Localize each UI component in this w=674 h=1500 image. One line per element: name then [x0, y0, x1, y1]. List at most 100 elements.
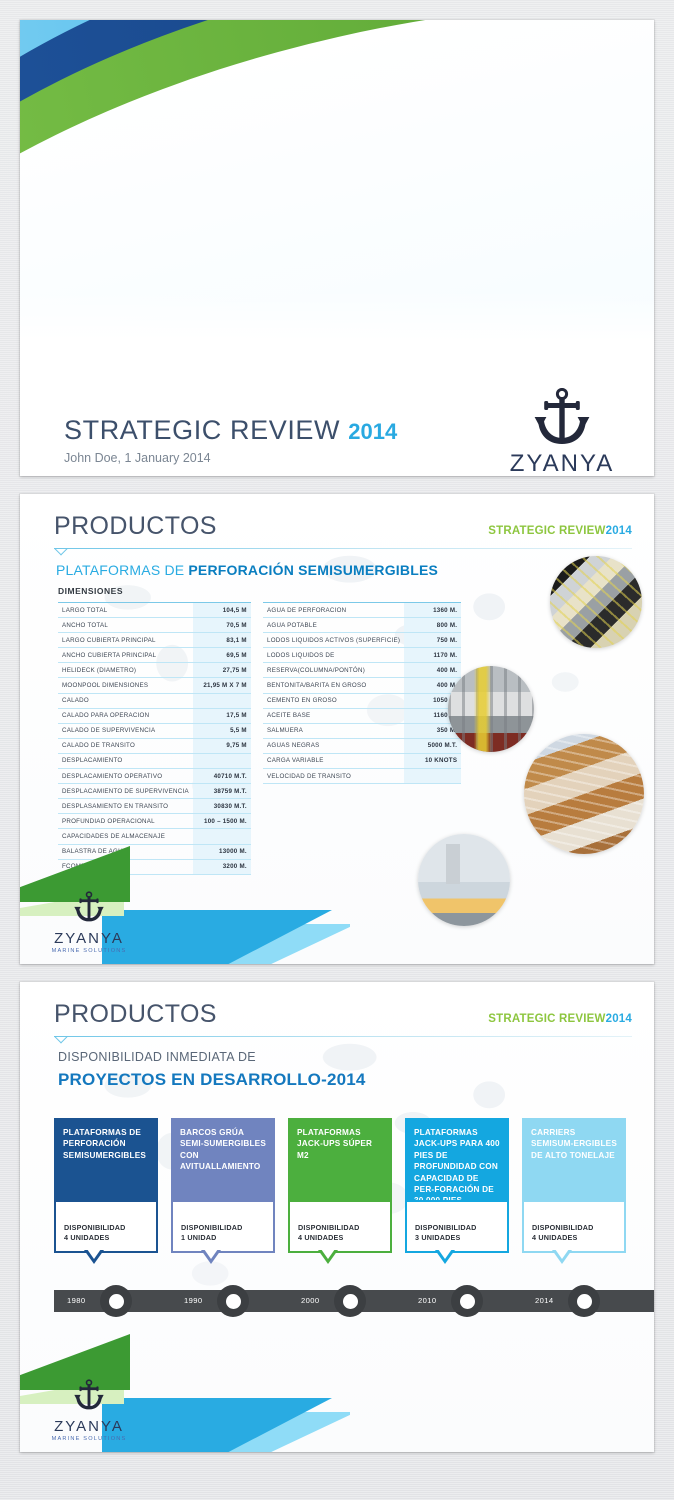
spec-value: 3200 M. [192, 859, 251, 875]
spec-key: CEMENTO EN GROSO [263, 693, 405, 709]
availability-value: 1 UNIDAD [181, 1233, 217, 1242]
page-title: STRATEGIC REVIEW 2014 [64, 415, 397, 446]
project-card[interactable]: PLATAFORMAS DE PERFORACIÓN SEMISUMERGIBL… [54, 1118, 158, 1264]
table-row: CALADO DE SUPERVIVENCIA 5,5 M [58, 723, 251, 739]
timeline-milestone-dot[interactable] [334, 1285, 366, 1317]
availability-label: DISPONIBILIDAD [181, 1223, 243, 1232]
spec-value: 69,5 M [192, 647, 251, 664]
spec-value: 40710 M.T. [192, 768, 251, 785]
spec-value: 38759 M.T. [192, 783, 251, 800]
card-pointer [201, 1249, 221, 1264]
spec-value: 100 – 1500 M. [192, 813, 251, 830]
spec-value: 1160 M. [404, 708, 462, 724]
timeline-milestone-dot[interactable] [568, 1285, 600, 1317]
spec-value: 83,1 M [192, 632, 251, 649]
byline: John Doe, 1 January 2014 [64, 451, 211, 465]
spec-key: LARGO CUBIERTA PRINCIPAL [58, 632, 193, 649]
spec-key: DESPLASAMIENTO EN TRANSITO [58, 798, 193, 815]
table-row: CALADO PARA OPERACION 17,5 M [58, 708, 251, 724]
spec-key: AGUAS NEGRAS [263, 738, 405, 754]
footer-brand-logo: ZYANYA MARINE SOLUTIONS [48, 1379, 130, 1442]
table-row: DESPLACAMIENTO DE SUPERVIVENCIA 38759 M.T… [58, 783, 251, 800]
availability-label: DISPONIBILIDAD [415, 1223, 477, 1232]
availability-subtitle: DISPONIBILIDAD INMEDIATA DE [58, 1050, 256, 1064]
spec-key: AGUA DE PERFORACION [263, 601, 405, 619]
table-row: CAPACIDADES DE ALMACENAJE [58, 828, 251, 845]
products-slide: PRODUCTOS STRATEGIC REVIEW2014 PLATAFORM… [20, 494, 654, 964]
project-card-header: PLATAFORMAS DE PERFORACIÓN SEMISUMERGIBL… [54, 1118, 158, 1200]
spec-key: CARGA VARIABLE [263, 753, 405, 770]
spec-value [192, 828, 251, 845]
spec-key: CALADO DE SUPERVIVENCIA [58, 723, 193, 739]
hero-graphic [20, 20, 654, 360]
project-card-title: PLATAFORMAS JACK-UPS SÚPER M2 [297, 1128, 373, 1160]
section-title-light: PLATAFORMAS DE [56, 562, 189, 578]
project-card[interactable]: PLATAFORMAS JACK-UPS SÚPER M2 DISPONIBILI… [288, 1118, 392, 1264]
spec-value: 800 M. [404, 617, 462, 634]
project-card-header: BARCOS GRÚA SEMI-SUMERGIBLES CON AVITUAL… [171, 1118, 275, 1200]
timeline-milestone-dot[interactable] [451, 1285, 483, 1317]
timeline-milestone-dot[interactable] [217, 1285, 249, 1317]
projects-slide: PRODUCTOS STRATEGIC REVIEW2014 DISPONIBI… [20, 982, 654, 1452]
timeline-bar: 1980 1990 2000 2010 2014 [54, 1285, 654, 1317]
page-title: PRODUCTOS [54, 1000, 217, 1028]
project-card[interactable]: BARCOS GRÚA SEMI-SUMERGIBLES CON AVITUAL… [171, 1118, 275, 1264]
section-title: PLATAFORMAS DE PERFORACIÓN SEMISUMERGIBL… [56, 562, 438, 578]
project-card[interactable]: CARRIERS SEMISUM-ERGIBLES DE ALTO TONELA… [522, 1118, 626, 1264]
spec-value: 21,95 M X 7 M [192, 677, 251, 694]
timeline-milestone-dot[interactable] [100, 1285, 132, 1317]
spec-value: 10 KNOTS [404, 753, 462, 770]
project-cards-list: PLATAFORMAS DE PERFORACIÓN SEMISUMERGIBL… [54, 1118, 630, 1264]
brand-name: ZYANYA [509, 450, 615, 476]
spec-value: 400 M. [404, 677, 462, 694]
section-subtitle: DIMENSIONES [58, 586, 124, 596]
spec-value: 5,5 M [192, 723, 251, 739]
spec-key: BENTONITA/BARITA EN GROSO [263, 677, 405, 694]
availability-value: 3 UNIDADES [415, 1233, 461, 1242]
spec-key: ANCHO CUBIERTA PRINCIPAL [58, 647, 193, 664]
availability-label: DISPONIBILIDAD [298, 1223, 360, 1232]
spec-value: 104,5 M [192, 601, 251, 619]
table-row: CALADO DE TRANSITO 9,75 M [58, 738, 251, 754]
spec-key: DESPLACAMIENTO DE SUPERVIVENCIA [58, 783, 193, 800]
photo-drill-floor [448, 666, 534, 752]
spec-value [192, 753, 251, 770]
table-row: RESERVA(COLUMNA/PONTÓN) 400 M. [263, 662, 462, 679]
table-row: HELIDECK (DIAMETRO) 27,75 M [58, 662, 251, 679]
spec-table-right-body: AGUA DE PERFORACION 1360 M. AGUA POTABLE 80… [263, 601, 462, 785]
table-row: DESPLACAMIENTO OPERATIVO 40710 M.T. [58, 768, 251, 785]
project-card-title: BARCOS GRÚA SEMI-SUMERGIBLES CON AVITUAL… [180, 1128, 266, 1172]
table-row: LODOS LIQUIDOS DE 1170 M. [263, 647, 462, 664]
table-row: CEMENTO EN GROSO 1050 M. [263, 693, 462, 709]
corner-blue-dark [102, 910, 332, 964]
spec-value: 1360 M. [404, 601, 462, 619]
spec-key: LODOS LIQUIDOS ACTIVOS (SUPERFICIE) [263, 632, 405, 649]
spec-key: DESPLACAMIENTO [58, 753, 193, 770]
project-card-header: PLATAFORMAS JACK-UPS SÚPER M2 [288, 1118, 392, 1200]
anchor-icon [74, 1379, 104, 1410]
section-title-bold: PERFORACIÓN SEMISUMERGIBLES [188, 562, 439, 578]
hero-fade [20, 290, 654, 360]
table-row: MOONPOOL DIMENSIONES 21,95 M X 7 M [58, 677, 251, 694]
brand-tagline: MARINE SOLUTIONS [51, 1436, 127, 1442]
spec-key: ANCHO TOTAL [58, 617, 193, 634]
spec-value: 9,75 M [192, 738, 251, 754]
timeline-year-label: 1980 [67, 1296, 86, 1305]
spec-key: LODOS LIQUIDOS DE [263, 647, 405, 664]
table-row: VELOCIDAD DE TRANSITO [263, 768, 462, 785]
table-row: LARGO CUBIERTA PRINCIPAL 83,1 M [58, 632, 251, 649]
header-rule [54, 548, 632, 549]
chevron-down-icon [54, 1036, 70, 1045]
card-pointer [84, 1249, 104, 1264]
title-year: 2014 [348, 419, 398, 444]
spec-value: 1170 M. [404, 647, 462, 664]
spec-value: 70,5 M [192, 617, 251, 634]
project-card[interactable]: PLATAFORMAS JACK-UPS PARA 400 PIES DE PR… [405, 1118, 509, 1264]
slide-header: PRODUCTOS STRATEGIC REVIEW2014 [54, 1000, 632, 1037]
corner-blue-dark [102, 1398, 332, 1452]
table-row: CARGA VARIABLE 10 KNOTS [263, 753, 462, 770]
availability-value: 4 UNIDADES [64, 1233, 110, 1242]
photo-topside-module [550, 556, 642, 648]
project-card-body: DISPONIBILIDAD 4 UNIDADES [522, 1200, 626, 1264]
table-row: PROFUNDIAD OPERACIONAL 100 – 1500 M. [58, 813, 251, 830]
